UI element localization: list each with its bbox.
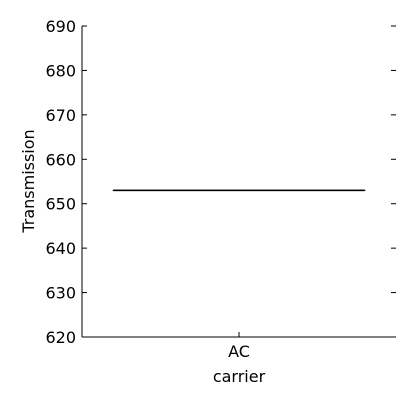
y-tick-label: 670 (45, 106, 76, 125)
y-tick-label: 620 (45, 328, 76, 347)
y-tick-label: 630 (45, 284, 76, 303)
y-tick-label: 680 (45, 61, 76, 80)
y-axis-label: Transmission (19, 129, 38, 233)
y-tick-label: 660 (45, 150, 76, 169)
y-tick-label: 690 (45, 17, 76, 36)
y-tick-label: 640 (45, 239, 76, 258)
x-axis-label: carrier (213, 367, 266, 386)
y-tick-label: 650 (45, 195, 76, 214)
plot-frame (82, 26, 396, 337)
x-axis: AC (228, 332, 250, 361)
x-tick-label: AC (228, 342, 250, 361)
y-axis: 620 630 640 650 660 670 680 690 (45, 17, 396, 347)
